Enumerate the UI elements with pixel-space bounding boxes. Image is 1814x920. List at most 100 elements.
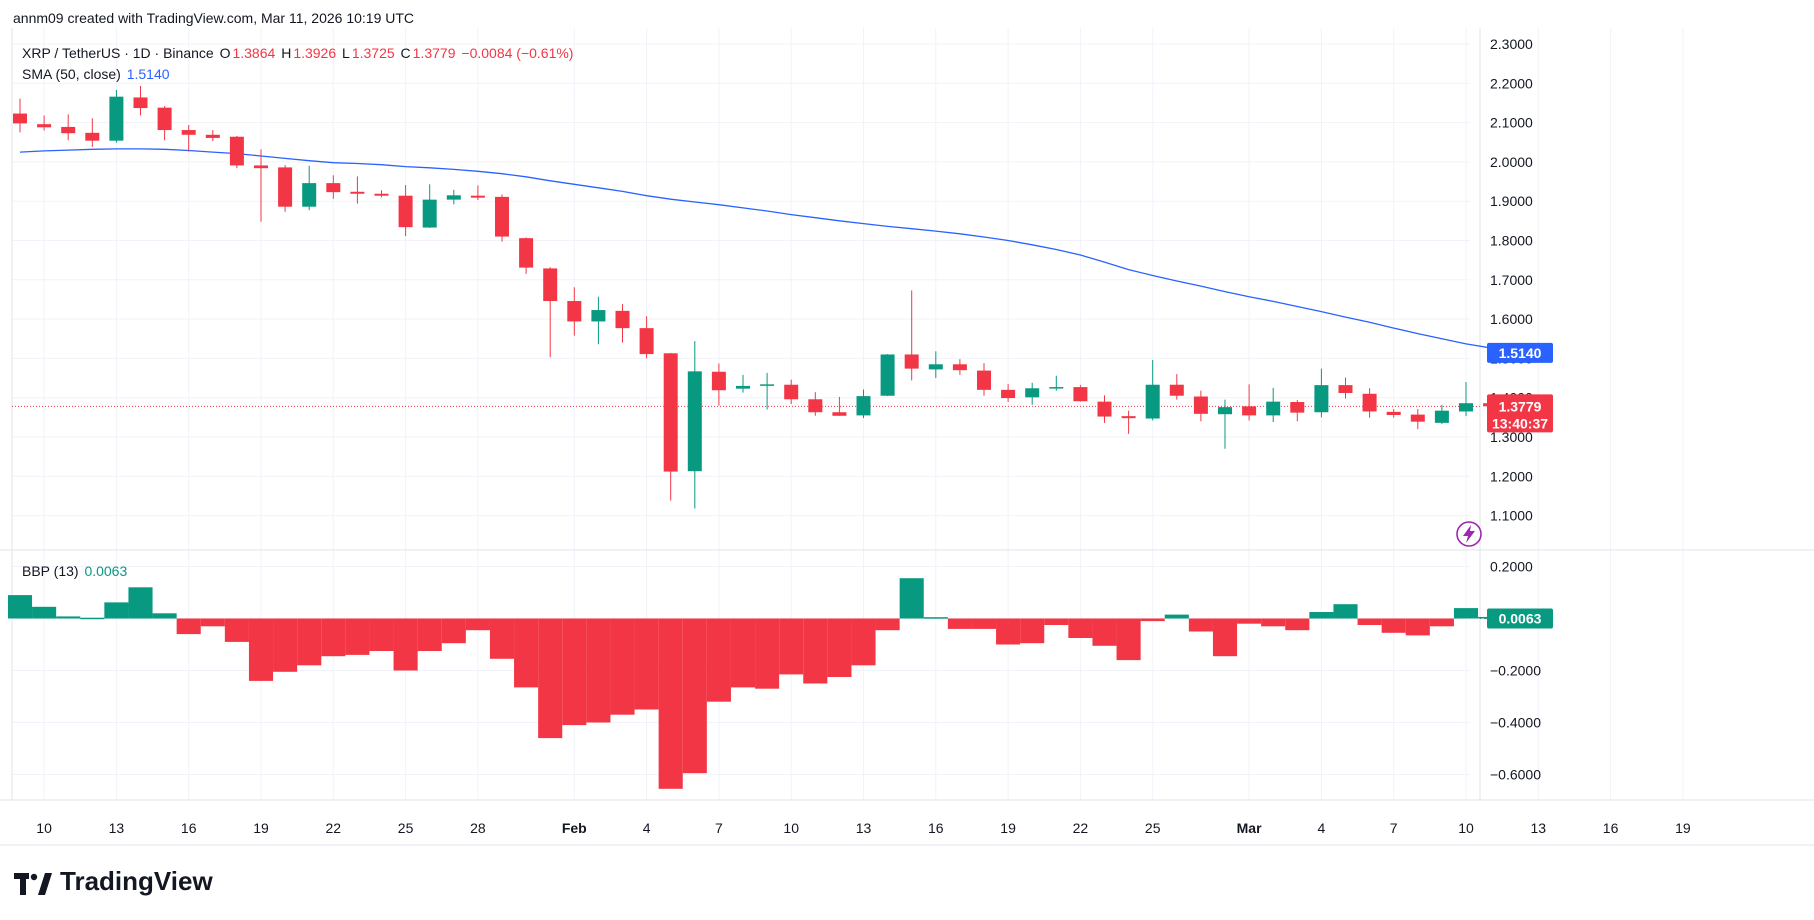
bbp-bar (827, 618, 852, 677)
candle-body (446, 195, 461, 200)
candle-body (880, 354, 895, 396)
bbp-bar (297, 618, 322, 666)
tradingview-brand[interactable]: TradingView (14, 866, 213, 897)
bbp-bar (947, 618, 972, 629)
bbp-bar (779, 618, 804, 675)
candle-body (687, 371, 702, 472)
candle-body (133, 97, 148, 109)
candle-body (181, 130, 196, 135)
y-tick-label: −0.4000 (1490, 715, 1541, 731)
lightning-icon-bolt (1463, 525, 1475, 543)
lightning-icon[interactable] (1456, 521, 1482, 547)
candle-body (205, 134, 220, 138)
bbp-bar (538, 618, 563, 739)
x-tick-label: 10 (36, 820, 52, 836)
bbp-legend-value: 0.0063 (84, 563, 128, 579)
bbp-bar (417, 618, 442, 651)
bbp-bar (1140, 618, 1165, 622)
legend-high-value: 1.3926 (293, 45, 337, 61)
bbp-bar (1237, 618, 1262, 624)
candle-body (1025, 388, 1040, 398)
bbp-bar (7, 595, 33, 619)
sma-price-badge (1487, 342, 1553, 363)
y-tick-label: 1.8000 (1490, 233, 1533, 249)
x-tick-label: 13 (109, 820, 125, 836)
candle-body (928, 364, 943, 370)
candle-body (13, 113, 27, 124)
bbp-bar (514, 618, 539, 688)
y-tick-label: −0.2000 (1490, 663, 1541, 679)
x-tick-label: 13 (1531, 820, 1547, 836)
axis-layer: 10 13 16 19 22 25 28 Feb 4 7 10 13 16 19 22 25 Mar 4 7 10 13… (36, 36, 1691, 836)
x-tick-label: 10 (1458, 820, 1474, 836)
candle-body (350, 191, 365, 194)
candle-body (1386, 411, 1401, 415)
candle-body (591, 310, 606, 322)
bbp-bar (104, 602, 129, 619)
bbp-bar (248, 618, 274, 681)
x-tick-label: 4 (1318, 820, 1326, 836)
bbp-bar (755, 618, 780, 689)
last-price-badge-text: 1.3779 (1499, 398, 1542, 414)
bbp-bar (1261, 618, 1286, 627)
bbp-bar (923, 617, 948, 619)
y-tick-label: 0.2000 (1490, 559, 1533, 575)
bbp-bar (224, 618, 249, 642)
legend-symbol[interactable]: XRP / TetherUS · 1D · Binance (22, 45, 214, 61)
bbp-bar (128, 587, 153, 619)
candle-body (1218, 407, 1232, 415)
bbp-bar (369, 618, 394, 651)
candle-body (784, 384, 799, 400)
countdown-badge-text: 13:40:37 (1492, 415, 1548, 431)
bbp-bar (152, 613, 177, 619)
y-tick-label: 2.0000 (1490, 154, 1533, 170)
legend-close-value: 1.3779 (412, 45, 456, 61)
candle-body (1169, 384, 1184, 396)
candle-body (61, 126, 76, 134)
candle-body (326, 183, 341, 193)
candle-body (760, 384, 775, 386)
bbp-legend[interactable]: BBP (13) 0.0063 (22, 563, 129, 579)
x-tick-label: 7 (715, 820, 723, 836)
x-tick-label: 13 (856, 820, 872, 836)
candle-body (711, 371, 726, 391)
bbp-bar (971, 618, 997, 629)
candle-body (543, 268, 558, 302)
bbp-bar (1212, 618, 1238, 657)
x-tick-label: 22 (1073, 820, 1089, 836)
bbp-bar (899, 578, 924, 619)
candle-body (278, 167, 293, 207)
bbp-bar (1429, 618, 1454, 627)
candle-body (37, 124, 52, 128)
candle-body (157, 107, 172, 131)
x-tick-label: 10 (783, 820, 799, 836)
bbp-bar (80, 617, 105, 620)
x-tick-label: 28 (470, 820, 486, 836)
sma-line (19, 148, 1515, 354)
tradingview-logo-icon (14, 871, 52, 895)
candle-body (1314, 385, 1329, 413)
bbp-bar (610, 618, 635, 715)
candle-body (663, 353, 678, 472)
candle-body (567, 301, 582, 322)
candle-body (1121, 416, 1136, 419)
y-tick-label: 2.2000 (1490, 75, 1533, 91)
sma-legend[interactable]: SMA (50, close) 1.5140 (22, 66, 172, 82)
bbp-bar (1020, 618, 1045, 644)
bbp-bar (1453, 608, 1479, 619)
y-tick-label: 1.9000 (1490, 193, 1533, 209)
candle-body (1049, 387, 1064, 389)
bbp-bar (1116, 618, 1141, 661)
legend-low-value: 1.3725 (351, 45, 395, 61)
x-tick-label: 19 (1675, 820, 1691, 836)
bbp-bar (658, 618, 683, 789)
x-tick-label: Feb (562, 820, 587, 836)
bbp-bar (803, 618, 828, 684)
legend-high-label: H (281, 45, 292, 61)
bbp-bar (1309, 612, 1334, 619)
sma-legend-value: 1.5140 (126, 66, 170, 82)
candle-body (856, 396, 871, 416)
